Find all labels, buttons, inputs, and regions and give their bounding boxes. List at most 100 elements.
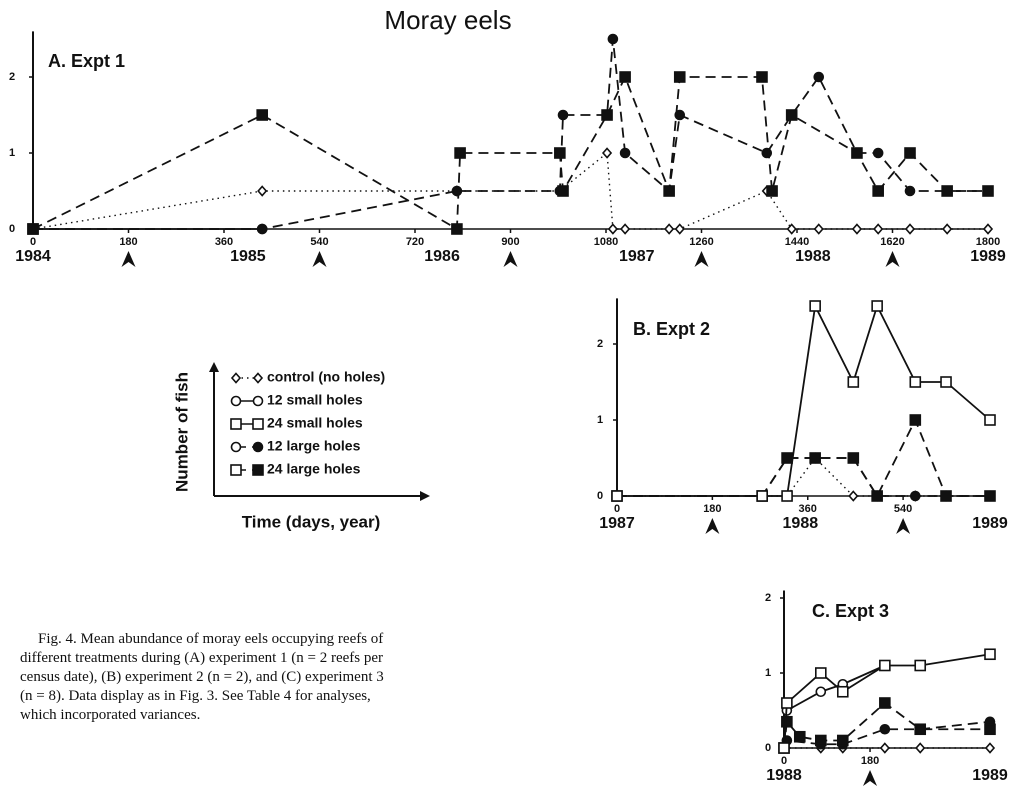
figure-title: Moray eels bbox=[384, 5, 511, 35]
marker bbox=[793, 730, 806, 743]
x-tick-label: 540 bbox=[894, 503, 912, 515]
legend-arrowhead bbox=[209, 362, 219, 372]
year-label: 1988 bbox=[766, 767, 802, 784]
year-label: 1984 bbox=[15, 248, 51, 265]
y-tick-label: 2 bbox=[9, 71, 15, 83]
marker bbox=[230, 418, 242, 430]
legend-label: control (no holes) bbox=[267, 369, 385, 385]
year-label: 1987 bbox=[619, 248, 655, 265]
marker bbox=[674, 109, 686, 121]
marker bbox=[914, 659, 927, 672]
year-label: 1988 bbox=[795, 248, 831, 265]
census-arrow bbox=[885, 251, 900, 267]
marker bbox=[984, 648, 996, 661]
marker bbox=[454, 147, 466, 159]
marker bbox=[904, 185, 916, 197]
year-label: 1985 bbox=[230, 248, 266, 265]
year-label: 1989 bbox=[970, 248, 1006, 265]
x-tick-label: 540 bbox=[310, 236, 328, 248]
panel-title: B. Expt 2 bbox=[633, 319, 710, 339]
marker bbox=[815, 686, 827, 698]
marker bbox=[601, 147, 613, 159]
legend-y-label: Number of fish bbox=[172, 372, 191, 492]
marker bbox=[879, 723, 891, 735]
marker bbox=[942, 223, 953, 235]
legend-x-label: Time (days, year) bbox=[242, 512, 381, 531]
marker bbox=[847, 452, 860, 464]
marker bbox=[620, 223, 631, 235]
y-tick-label: 1 bbox=[597, 414, 603, 426]
marker bbox=[766, 185, 778, 197]
marker bbox=[871, 490, 883, 502]
marker bbox=[230, 395, 242, 407]
marker bbox=[252, 418, 264, 430]
marker bbox=[27, 223, 39, 235]
marker bbox=[252, 441, 264, 453]
census-arrow bbox=[705, 518, 720, 534]
series-line bbox=[617, 417, 990, 498]
marker bbox=[909, 490, 921, 502]
x-tick-label: 180 bbox=[119, 236, 137, 248]
marker bbox=[813, 71, 825, 83]
x-tick-label: 1260 bbox=[689, 236, 713, 248]
x-tick-label: 0 bbox=[781, 755, 787, 767]
marker bbox=[230, 464, 242, 476]
x-tick-label: 720 bbox=[406, 236, 424, 248]
marker bbox=[674, 223, 685, 235]
marker bbox=[984, 490, 996, 502]
marker bbox=[619, 147, 631, 159]
series-line bbox=[32, 74, 988, 231]
marker bbox=[872, 147, 884, 159]
year-label: 1989 bbox=[972, 515, 1008, 532]
marker bbox=[601, 109, 613, 121]
marker bbox=[557, 185, 569, 197]
series-line bbox=[617, 456, 990, 497]
marker bbox=[815, 734, 827, 747]
x-tick-label: 900 bbox=[501, 236, 519, 248]
x-tick-label: 1440 bbox=[785, 236, 809, 248]
series-line bbox=[783, 701, 990, 749]
marker bbox=[851, 147, 863, 159]
marker bbox=[611, 490, 623, 502]
marker bbox=[940, 490, 952, 502]
x-tick-label: 360 bbox=[215, 236, 233, 248]
y-tick-label: 0 bbox=[765, 742, 771, 754]
marker bbox=[451, 223, 463, 235]
marker bbox=[673, 71, 686, 83]
marker bbox=[879, 742, 890, 754]
marker bbox=[256, 109, 269, 121]
marker bbox=[873, 223, 884, 235]
marker bbox=[909, 414, 922, 426]
legend-label: 24 small holes bbox=[267, 415, 363, 431]
series-line bbox=[617, 457, 990, 497]
marker bbox=[230, 372, 242, 384]
marker bbox=[786, 223, 797, 235]
marker bbox=[909, 376, 922, 388]
legend-label: 24 large holes bbox=[267, 461, 361, 477]
marker bbox=[756, 71, 768, 83]
marker bbox=[813, 223, 824, 235]
panel-title: C. Expt 3 bbox=[812, 601, 889, 621]
year-label: 1989 bbox=[972, 767, 1008, 784]
marker bbox=[607, 223, 618, 235]
marker bbox=[252, 372, 264, 384]
marker bbox=[914, 723, 927, 736]
caption: Fig. 4. Mean abundance of moray eels occ… bbox=[20, 631, 384, 723]
x-tick-label: 1620 bbox=[880, 236, 904, 248]
marker bbox=[879, 659, 891, 672]
marker bbox=[984, 723, 996, 736]
marker bbox=[252, 464, 264, 476]
x-tick-label: 360 bbox=[799, 503, 817, 515]
census-arrow bbox=[863, 770, 878, 786]
marker bbox=[815, 667, 827, 679]
marker bbox=[785, 109, 798, 121]
marker bbox=[915, 742, 926, 754]
x-tick-label: 0 bbox=[614, 503, 620, 515]
marker bbox=[851, 223, 863, 235]
marker bbox=[848, 490, 859, 502]
x-tick-label: 180 bbox=[703, 503, 721, 515]
legend-label: 12 large holes bbox=[267, 438, 361, 454]
marker bbox=[836, 685, 849, 698]
marker bbox=[557, 109, 569, 121]
